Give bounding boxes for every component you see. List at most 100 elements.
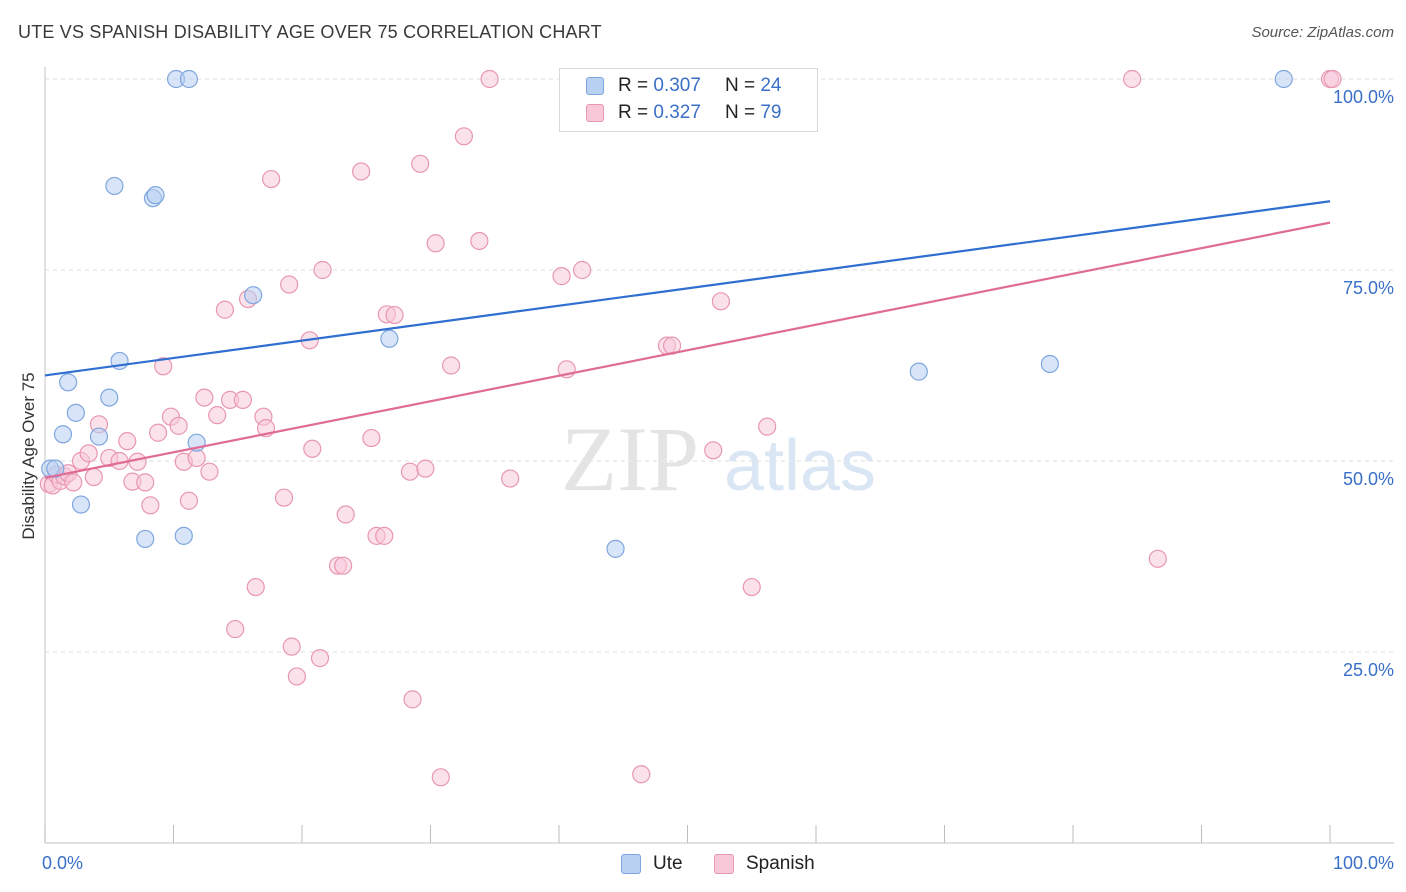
legend-row-spanish: R = 0.327 N = 79	[586, 101, 781, 125]
spanish-point	[400, 462, 420, 481]
ute-point	[59, 373, 78, 392]
spanish-point	[431, 768, 450, 787]
watermark: ZIP atlas	[561, 408, 876, 510]
ute-point	[100, 388, 119, 407]
ute-point	[71, 495, 91, 514]
spanish-n-label: N =	[724, 102, 756, 123]
spanish-point	[148, 423, 168, 442]
spanish-point	[470, 231, 489, 251]
spanish-point	[375, 526, 394, 545]
spanish-point	[742, 577, 761, 597]
spanish-point	[84, 467, 103, 487]
ute-point	[146, 186, 165, 205]
spanish-swatch-icon	[586, 104, 604, 122]
spanish-point	[1148, 549, 1167, 568]
spanish-trend-line	[44, 221, 1331, 479]
spanish-point	[480, 69, 499, 89]
spanish-point	[246, 577, 265, 597]
legend-item-spanish[interactable]: Spanish	[714, 853, 815, 875]
spanish-point	[226, 619, 245, 639]
ute-point	[380, 329, 399, 348]
spanish-point	[552, 267, 571, 286]
spanish-point	[501, 469, 520, 488]
spanish-point	[711, 292, 731, 311]
ute-swatch-icon	[586, 77, 604, 95]
spanish-point	[136, 473, 155, 492]
legend-label-ute: Ute	[653, 853, 683, 874]
spanish-point	[208, 406, 227, 425]
source-note: Source: ZipAtlas.com	[1251, 24, 1394, 41]
ute-point	[1040, 354, 1059, 374]
ute-point	[174, 526, 193, 545]
axis-layer	[44, 67, 1394, 844]
ute-n-value: 24	[760, 75, 782, 96]
x-tick-label: 0.0%	[42, 853, 83, 873]
spanish-point	[118, 432, 137, 451]
spanish-point	[215, 300, 234, 319]
watermark-atlas: atlas	[724, 426, 876, 506]
spanish-point	[454, 127, 474, 146]
points-layer	[39, 69, 1342, 787]
x-tick-label: 100.0%	[1333, 853, 1394, 873]
ute-point	[46, 459, 65, 478]
y-tick-label: 100.0%	[1333, 87, 1394, 107]
spanish-r-value: 0.327	[653, 102, 701, 123]
ute-legend-icon	[621, 854, 641, 874]
spanish-point	[169, 416, 188, 435]
ute-point	[1274, 69, 1293, 89]
ute-r-value: 0.307	[653, 75, 701, 96]
ute-point	[136, 529, 155, 549]
grid-layer	[45, 78, 1394, 653]
watermark-zip: ZIP	[561, 408, 699, 510]
spanish-point	[1123, 69, 1142, 89]
ute-point	[909, 362, 928, 381]
series-legend: Ute Spanish	[0, 851, 1406, 877]
ute-trend-line	[44, 200, 1331, 377]
spanish-point	[79, 444, 98, 463]
ute-r-label: R =	[618, 75, 649, 96]
spanish-point	[441, 356, 461, 375]
y-tick-label: 50.0%	[1343, 469, 1394, 489]
spanish-point	[274, 488, 294, 507]
spanish-point	[141, 496, 160, 515]
spanish-point	[385, 305, 404, 325]
legend-row-ute: R = 0.307 N = 24	[586, 74, 781, 98]
spanish-point	[758, 417, 777, 436]
spanish-point	[195, 388, 214, 407]
spanish-point	[287, 667, 306, 686]
spanish-r-label: R =	[618, 102, 649, 123]
legend-item-ute[interactable]: Ute	[621, 853, 683, 875]
spanish-point	[303, 439, 322, 458]
y-axis-title: Disability Age Over 75	[19, 372, 38, 539]
chart-title: UTE VS SPANISH DISABILITY AGE OVER 75 CO…	[18, 22, 602, 42]
spanish-point	[128, 452, 147, 471]
ute-point	[606, 539, 625, 558]
ute-point	[53, 425, 73, 444]
trend-layer	[44, 200, 1331, 479]
ute-point	[89, 427, 109, 446]
ute-point	[244, 286, 263, 305]
spanish-point	[411, 154, 430, 173]
legend-label-spanish: Spanish	[746, 853, 815, 874]
spanish-point	[704, 441, 723, 460]
spanish-n-value: 79	[760, 102, 782, 123]
y-tick-label: 75.0%	[1343, 278, 1394, 298]
spanish-point	[416, 459, 435, 478]
spanish-point	[1323, 69, 1342, 89]
correlation-legend: R = 0.307 N = 24 R = 0.327 N = 79	[559, 68, 818, 132]
spanish-point	[310, 649, 330, 668]
label-layer: 25.0% 50.0% 75.0% 100.0% 0.0% 100.0% Disabilit…	[19, 87, 1394, 873]
spanish-point	[352, 162, 371, 181]
spanish-point	[334, 556, 353, 575]
ute-point	[66, 403, 85, 422]
spanish-point	[187, 448, 206, 468]
spanish-point	[426, 234, 445, 253]
spanish-point	[336, 505, 355, 524]
spanish-point	[632, 765, 651, 784]
spanish-point	[179, 491, 199, 510]
spanish-point	[200, 462, 219, 481]
spanish-legend-icon	[714, 854, 734, 874]
spanish-point	[573, 260, 592, 280]
ute-point	[179, 69, 199, 89]
